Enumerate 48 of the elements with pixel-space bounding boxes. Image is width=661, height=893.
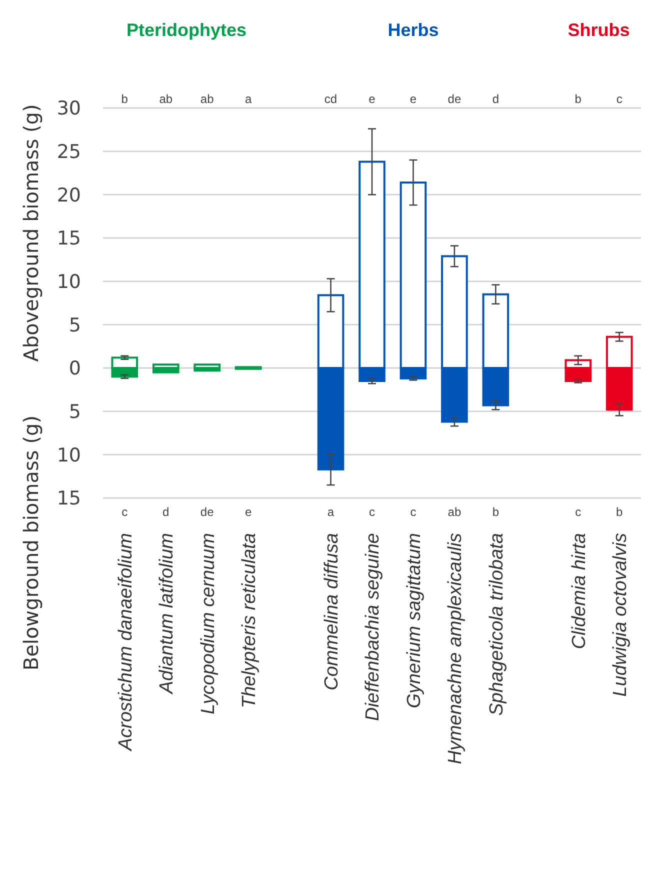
text: a [327, 505, 334, 519]
y-tick-label: 5 [68, 314, 81, 336]
y2-axis-title: Belowground biomass (g) [19, 415, 43, 671]
text: Pteridophytes [126, 20, 246, 40]
text: c [616, 92, 622, 106]
x-tick-label: Lycopodium cernuum [198, 533, 219, 714]
text: e [368, 92, 376, 106]
y-tick-label: 5 [68, 400, 81, 423]
x-tick-label: Acrostichum danaeifolium [115, 533, 136, 752]
text: ab [200, 92, 214, 106]
text: de [200, 505, 214, 519]
text: cd [324, 92, 338, 106]
text: Shrubs [568, 20, 630, 40]
text: de [448, 92, 462, 106]
y-tick-label: 15 [56, 488, 81, 510]
x-tick-label: Adiantum latifolium [156, 533, 178, 695]
x-tick-label: Commelina diffusa [321, 533, 342, 690]
text: b [121, 92, 128, 106]
y-tick-label: 25 [56, 140, 81, 163]
x-tick-label: Gynerium sagittatum [404, 533, 425, 708]
x-tick-label: Clidemia hirta [568, 533, 590, 650]
text: d [162, 505, 170, 519]
x-tick-label: Ludwigia octovalvis [610, 532, 632, 697]
text: c [575, 505, 582, 519]
text: ab [159, 92, 173, 106]
text: e [410, 92, 417, 106]
x-tick-label: Dieffenbachia seguine [362, 533, 384, 722]
x-tick-label: Sphageticola trilobata [486, 533, 508, 716]
y-axis-title: Aboveground biomass (g) [19, 104, 43, 362]
y-tick-label: 10 [56, 444, 81, 466]
text: c [410, 505, 416, 519]
text: e [244, 505, 252, 519]
text: Herbs [388, 20, 439, 40]
y-tick-label: 30 [56, 98, 81, 120]
text: b [616, 505, 624, 519]
x-tick-label: Thelypteris reticulata [238, 533, 260, 708]
y-tick-label: 20 [56, 184, 81, 206]
x-tick-label: Hymenachne amplexicaulis [445, 532, 466, 764]
y-tick-label: 15 [56, 228, 81, 250]
text: b [574, 92, 582, 106]
text: c [369, 505, 375, 519]
y-tick-label: 0 [68, 358, 81, 380]
text: c [122, 505, 128, 519]
text: d [492, 92, 500, 106]
text: a [244, 92, 252, 106]
y-tick-label: 10 [56, 270, 81, 293]
text: b [492, 505, 500, 519]
text: ab [448, 505, 462, 519]
